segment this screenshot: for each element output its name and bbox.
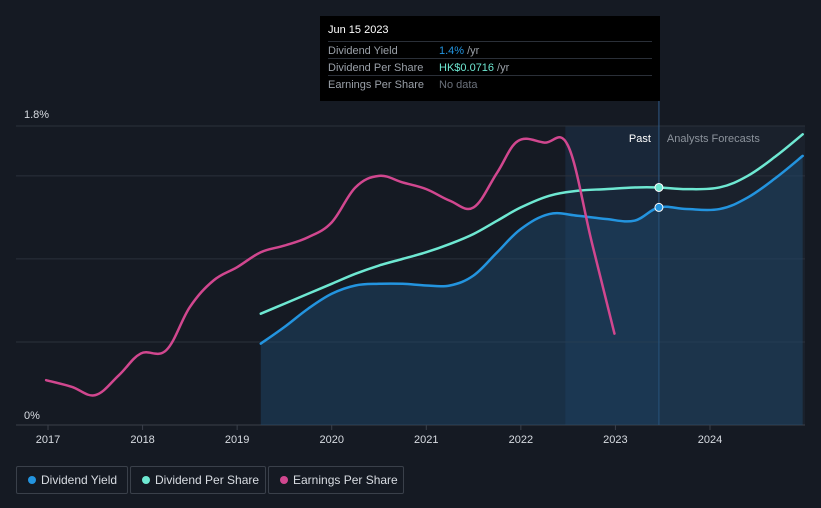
forecast-label: Analysts Forecasts — [667, 133, 760, 145]
tooltip-unit: /yr — [497, 62, 510, 74]
hover-tooltip: Jun 15 2023 Dividend Yield 1.4%/yr Divid… — [320, 16, 660, 101]
tooltip-value-wrap: 1.4%/yr — [439, 45, 479, 57]
y-tick-label: 1.8% — [24, 109, 49, 121]
x-tick-label: 2024 — [698, 434, 722, 446]
x-tick-label: 2019 — [225, 434, 249, 446]
tooltip-row-dividend-per-share: Dividend Per Share HK$0.0716/yr — [328, 58, 652, 76]
tooltip-label: Earnings Per Share — [328, 79, 424, 91]
tooltip-unit: /yr — [467, 45, 480, 57]
legend-dot-icon — [142, 476, 150, 484]
legend-label: Dividend Yield — [41, 473, 118, 487]
x-tick-label: 2021 — [414, 434, 438, 446]
y-tick-label: 0% — [24, 410, 40, 422]
legend-dot-icon — [280, 476, 288, 484]
earnings-per-share-line — [44, 136, 616, 397]
legend-label: Dividend Per Share — [155, 473, 260, 487]
x-tick-label: 2018 — [130, 434, 154, 446]
tooltip-value-wrap: HK$0.0716/yr — [439, 62, 509, 74]
tooltip-row-dividend-yield: Dividend Yield 1.4%/yr — [328, 41, 652, 59]
tooltip-label: Dividend Per Share — [328, 62, 424, 74]
tooltip-row-earnings-per-share: Earnings Per Share No data — [328, 75, 652, 93]
dividend-yield-line — [259, 154, 804, 345]
x-tick-label: 2017 — [36, 434, 60, 446]
legend-item-dividend-per-share[interactable]: Dividend Per Share — [130, 466, 266, 494]
x-tick-label: 2022 — [509, 434, 533, 446]
legend-label: Earnings Per Share — [293, 473, 398, 487]
dividend-yield-area — [260, 155, 803, 425]
tooltip-value: HK$0.0716 — [439, 62, 495, 74]
dividend-yield-marker — [654, 202, 664, 212]
x-tick-label: 2023 — [603, 434, 627, 446]
legend-item-earnings-per-share[interactable]: Earnings Per Share — [268, 466, 404, 494]
dividend-per-share-line — [259, 133, 804, 315]
legend-dot-icon — [28, 476, 36, 484]
past-label: Past — [629, 133, 651, 145]
dividend-per-share-marker — [654, 182, 664, 192]
tooltip-value: No data — [439, 79, 478, 91]
legend-item-dividend-yield[interactable]: Dividend Yield — [16, 466, 128, 494]
tooltip-value: 1.4% — [439, 45, 465, 57]
tooltip-label: Dividend Yield — [328, 45, 398, 57]
tooltip-date: Jun 15 2023 — [328, 24, 389, 36]
x-tick-label: 2020 — [319, 434, 343, 446]
tooltip-value-wrap: No data — [439, 79, 481, 91]
